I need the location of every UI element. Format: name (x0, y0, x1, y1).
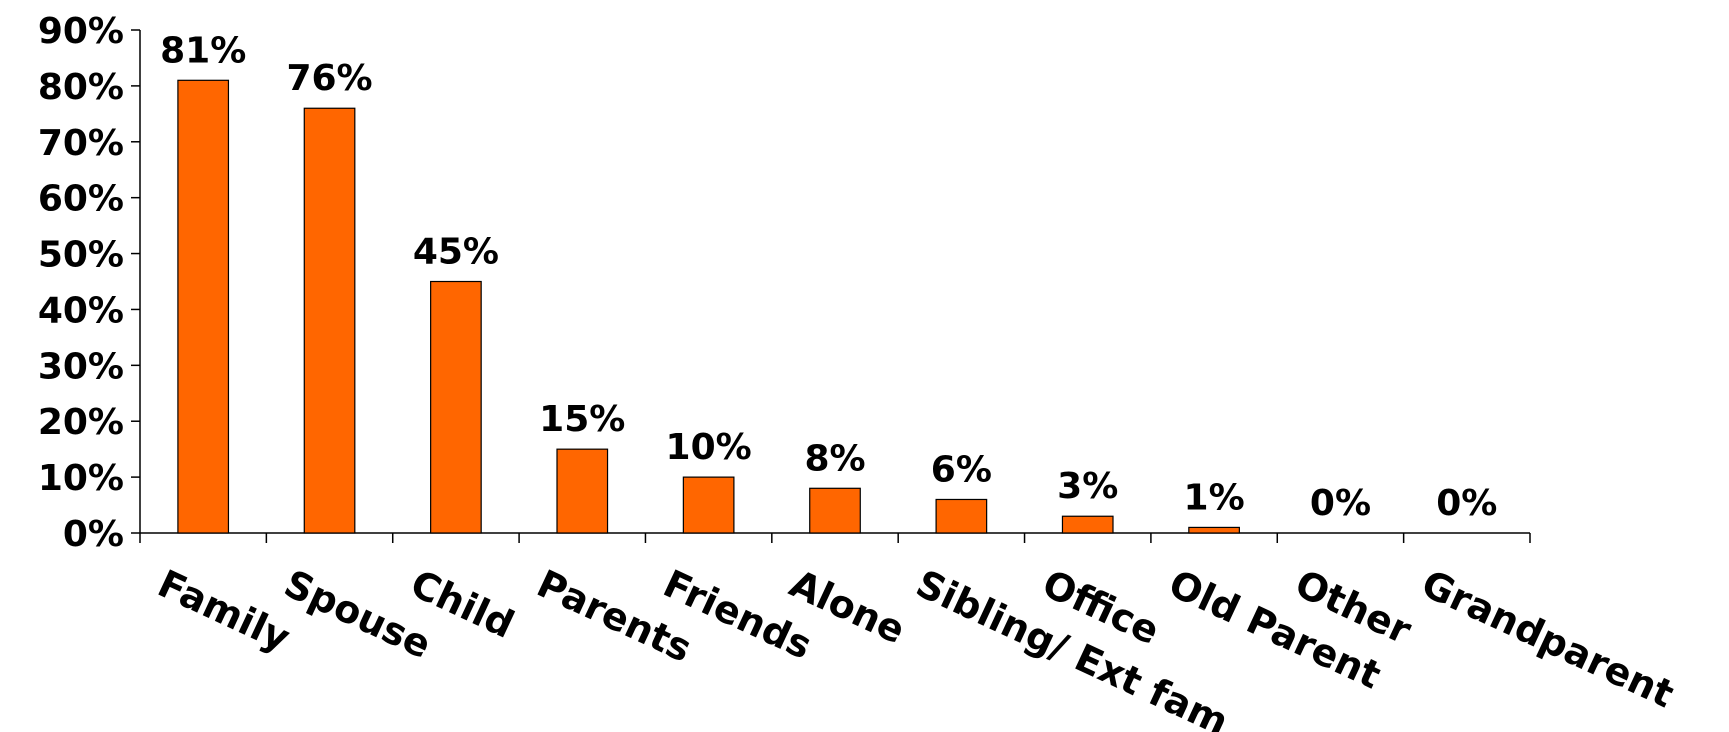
bar-child (430, 280, 482, 534)
data-label: 81% (160, 30, 246, 71)
bar-family (177, 79, 230, 534)
category-label: Family (151, 561, 296, 660)
bar-alone (809, 487, 861, 534)
bar-old-parent (1188, 526, 1240, 534)
data-label: 45% (413, 232, 499, 273)
data-label: 3% (1057, 466, 1118, 507)
bar-spouse (303, 107, 356, 534)
data-label: 0% (1436, 483, 1497, 524)
data-label: 76% (286, 58, 372, 99)
data-label: 10% (666, 427, 752, 468)
bar-sibling-ext-fam (935, 498, 988, 534)
data-labels: 81% 76% 45% 15% 10% 8% 6% 3% 1% 0% 0% (160, 30, 1497, 524)
y-tick-label: 90% (38, 11, 124, 52)
y-tick-label: 80% (38, 67, 124, 108)
bars (177, 79, 1240, 534)
y-tick-label: 50% (38, 235, 124, 276)
bar-friends (682, 476, 735, 534)
data-label: 15% (539, 399, 625, 440)
y-tick-label: 20% (38, 402, 124, 443)
y-axis: 0% 10% 20% 30% 40% 50% 60% 70% 80% 90% (38, 11, 141, 555)
data-label: 8% (804, 438, 865, 479)
x-axis (139, 532, 1531, 543)
y-tick-label: 40% (38, 290, 124, 331)
y-tick-label: 70% (38, 123, 124, 164)
data-label: 0% (1310, 483, 1371, 524)
data-label: 1% (1184, 477, 1245, 518)
y-tick-label: 10% (38, 458, 124, 499)
y-tick-label: 0% (63, 514, 124, 555)
category-label: Spouse (278, 561, 438, 667)
bar-office (1061, 515, 1114, 534)
y-tick-label: 60% (38, 179, 124, 220)
y-tick-label: 30% (38, 346, 124, 387)
data-label: 6% (931, 449, 992, 490)
category-label: Grandparent (1415, 561, 1680, 716)
bar-parents (556, 448, 609, 534)
